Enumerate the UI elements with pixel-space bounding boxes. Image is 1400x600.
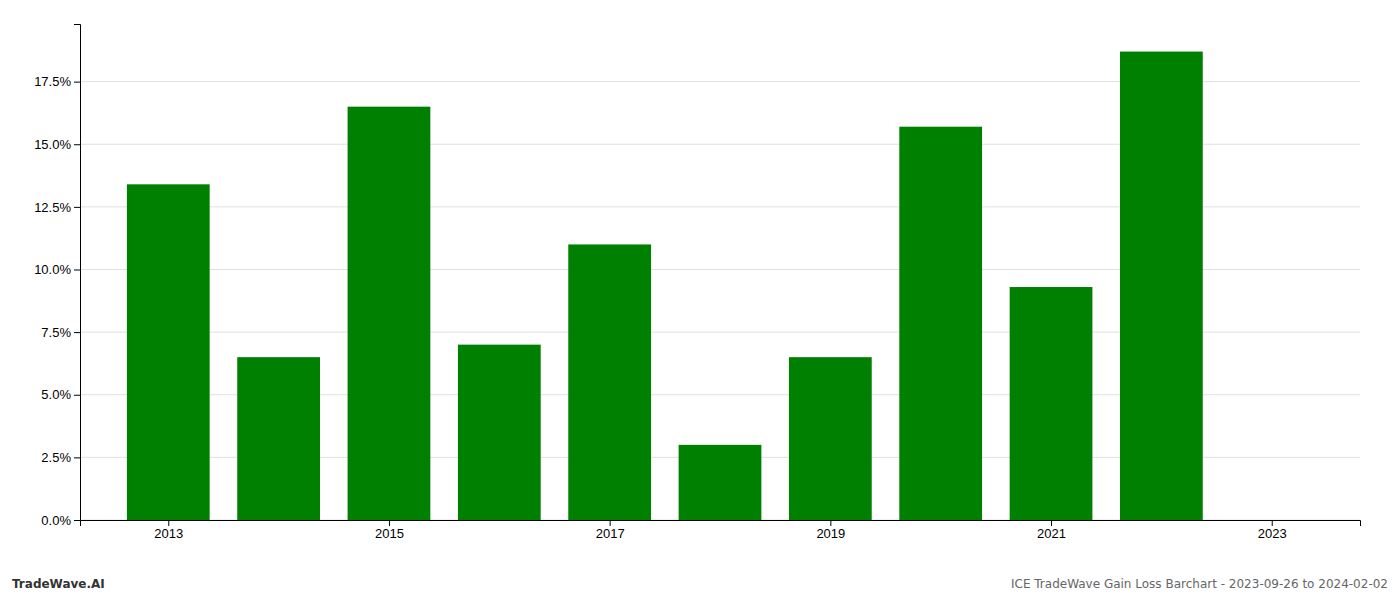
y-tick-mark bbox=[74, 82, 80, 83]
x-tick-mark bbox=[1051, 520, 1052, 526]
y-tick-mark bbox=[74, 332, 80, 333]
x-tick-label: 2015 bbox=[375, 526, 404, 541]
y-tick-label: 2.5% bbox=[41, 450, 71, 465]
x-tick-mark bbox=[830, 520, 831, 526]
bar bbox=[237, 357, 320, 520]
x-tick: 2023 bbox=[1258, 520, 1287, 541]
bar bbox=[568, 244, 651, 520]
bar bbox=[679, 445, 762, 520]
y-axis: 0.0% 2.5% 5.0% 7.5% 10.0% 12.5% 15.0% 17.5% bbox=[34, 25, 80, 528]
bar bbox=[1120, 52, 1203, 520]
y-tick-label: 10.0% bbox=[34, 262, 71, 277]
x-tick: 2013 bbox=[154, 520, 183, 541]
bar bbox=[458, 345, 541, 520]
x-tick-label: 2023 bbox=[1258, 526, 1287, 541]
y-tick: 7.5% bbox=[41, 325, 80, 340]
y-tick-label: 12.5% bbox=[34, 200, 71, 215]
x-tick: 2015 bbox=[375, 520, 404, 541]
y-tick: 12.5% bbox=[34, 200, 80, 215]
y-tick-label: 0.0% bbox=[41, 513, 71, 528]
plot: 0.0% 2.5% 5.0% 7.5% 10.0% 12.5% 15.0% 17.5% 2013… bbox=[34, 25, 1360, 542]
x-tick-mark bbox=[389, 520, 390, 526]
x-tick: 2019 bbox=[816, 520, 845, 541]
x-axis-line bbox=[81, 521, 1361, 527]
x-tick-label: 2013 bbox=[154, 526, 183, 541]
y-tick: 2.5% bbox=[41, 450, 80, 465]
y-tick-mark bbox=[74, 144, 80, 145]
y-axis-line bbox=[74, 25, 81, 521]
y-tick: 5.0% bbox=[41, 387, 80, 402]
y-tick-mark bbox=[74, 207, 80, 208]
x-tick-mark bbox=[1272, 520, 1273, 526]
x-tick-mark bbox=[610, 520, 611, 526]
y-tick: 10.0% bbox=[34, 262, 80, 277]
footer-left: TradeWave.AI bbox=[12, 577, 105, 591]
bar bbox=[789, 357, 872, 520]
x-tick-mark bbox=[168, 520, 169, 526]
x-axis: 2013 2015 2017 2019 2021 2023 bbox=[81, 520, 1361, 541]
y-tick-label: 17.5% bbox=[34, 74, 71, 89]
y-tick: 17.5% bbox=[34, 74, 80, 89]
x-tick: 2017 bbox=[596, 520, 625, 541]
x-tick-label: 2017 bbox=[596, 526, 625, 541]
bars bbox=[127, 52, 1203, 520]
y-tick: 0.0% bbox=[41, 513, 80, 528]
y-tick-mark bbox=[74, 457, 80, 458]
chart-svg: 0.0% 2.5% 5.0% 7.5% 10.0% 12.5% 15.0% 17.5% 2013… bbox=[0, 0, 1400, 600]
y-tick-label: 7.5% bbox=[41, 325, 71, 340]
y-tick-mark bbox=[74, 520, 80, 521]
bar bbox=[348, 107, 431, 520]
bar bbox=[899, 127, 982, 520]
y-tick-mark bbox=[74, 269, 80, 270]
footer-right: ICE TradeWave Gain Loss Barchart - 2023-… bbox=[1011, 577, 1388, 591]
x-tick-label: 2019 bbox=[816, 526, 845, 541]
x-tick-label: 2021 bbox=[1037, 526, 1066, 541]
y-tick-label: 5.0% bbox=[41, 387, 71, 402]
y-tick-mark bbox=[74, 395, 80, 396]
x-tick: 2021 bbox=[1037, 520, 1066, 541]
y-tick: 15.0% bbox=[34, 137, 80, 152]
bar bbox=[1010, 287, 1093, 520]
bar bbox=[127, 184, 210, 520]
y-tick-label: 15.0% bbox=[34, 137, 71, 152]
